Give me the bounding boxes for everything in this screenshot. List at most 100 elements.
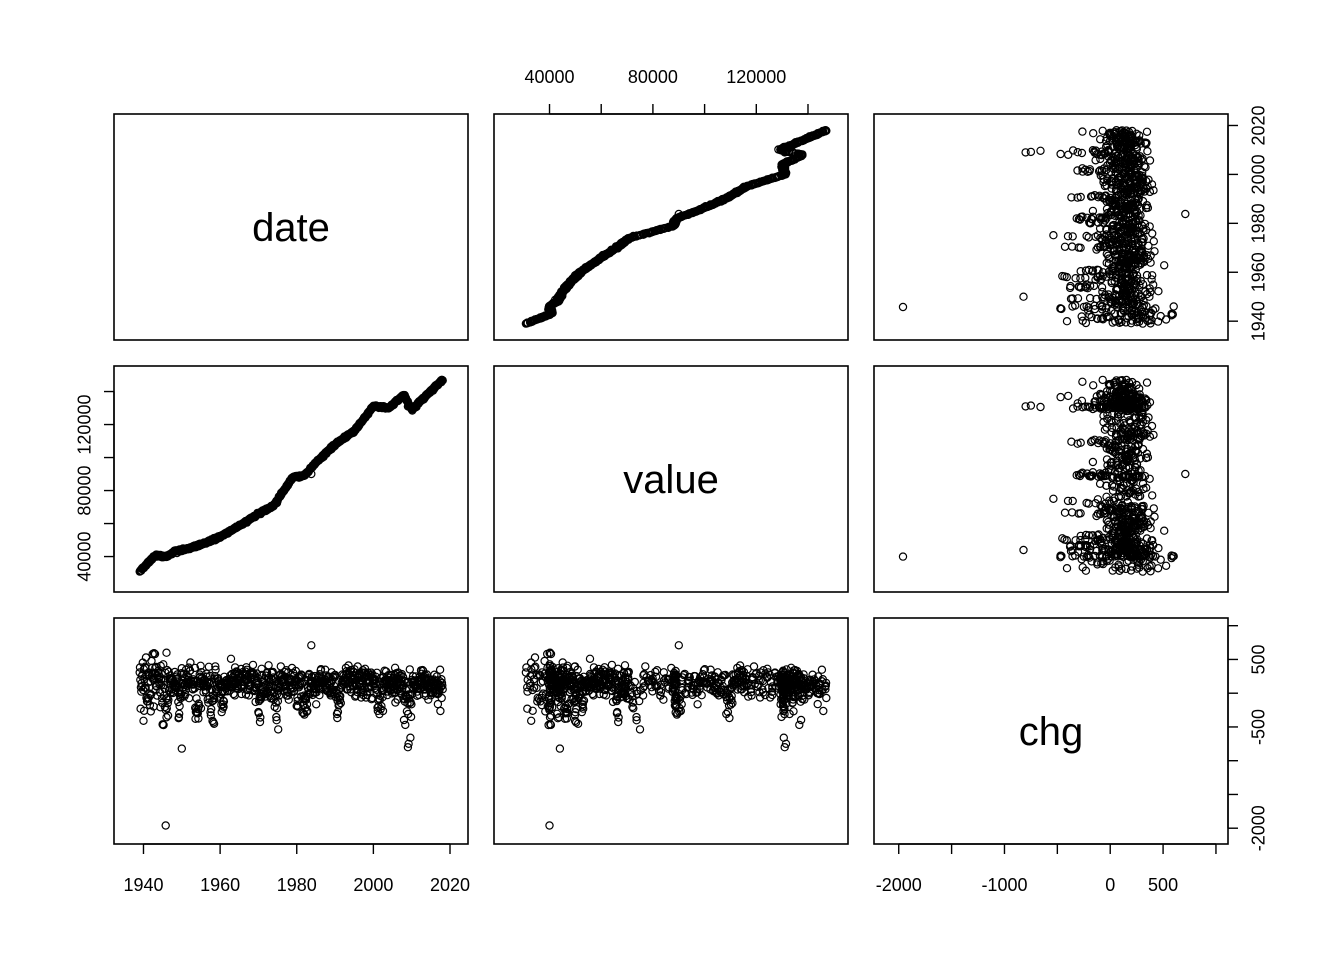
data-point: [1068, 146, 1078, 155]
data-point: [1063, 231, 1073, 241]
data-point: [1181, 209, 1190, 219]
data-point: [1073, 147, 1082, 157]
data-point: [1143, 146, 1152, 156]
data-point: [1073, 166, 1082, 175]
data-point: [1056, 149, 1065, 159]
data-point: [1084, 265, 1094, 275]
data-point: [1098, 375, 1107, 385]
data-point: [1074, 282, 1084, 291]
data-point: [1093, 314, 1102, 323]
data-point: [1088, 457, 1098, 467]
data-point: [898, 552, 908, 561]
data-point: [1026, 401, 1036, 410]
data-point: [530, 653, 540, 662]
data-point: [1082, 231, 1091, 241]
panel-chg-vs-value: [493, 617, 849, 845]
data-point: [1078, 212, 1087, 221]
data-point: [1088, 206, 1098, 216]
diagonal-label-chg: chg: [1019, 710, 1084, 754]
data-point: [674, 209, 684, 219]
panel-chg-vs-date: [113, 617, 469, 845]
data-point: [1156, 555, 1165, 564]
data-point: [1147, 421, 1157, 431]
data-point: [1088, 266, 1098, 275]
data-point: [435, 665, 445, 674]
data-point: [1142, 378, 1152, 387]
data-point: [1063, 496, 1073, 506]
data-point: [1067, 193, 1076, 202]
data-point: [1036, 146, 1045, 155]
data-point: [1049, 230, 1058, 240]
data-point: [1073, 294, 1083, 303]
diagonal-label-value: value: [623, 458, 719, 502]
data-point: [1078, 316, 1087, 325]
data-point: [1056, 304, 1065, 313]
data-point: [781, 147, 791, 157]
data-point: [1093, 265, 1102, 274]
data-point: [1102, 516, 1112, 525]
data-point: [161, 821, 170, 830]
data-point: [1067, 508, 1077, 517]
data-point: [1167, 309, 1176, 318]
data-point: [1098, 287, 1107, 297]
data-point: [1141, 163, 1150, 172]
data-point: [1102, 249, 1112, 259]
data-point: [898, 302, 908, 312]
data-point: [226, 654, 236, 664]
data-point: [1100, 425, 1110, 434]
data-point: [274, 725, 283, 734]
data-point: [1095, 191, 1104, 200]
data-point: [1056, 392, 1065, 402]
data-point: [1019, 292, 1028, 301]
data-point: [1071, 274, 1080, 283]
data-point: [1095, 166, 1105, 175]
data-point: [1097, 283, 1107, 292]
data-point: [264, 661, 273, 670]
data-point: [1147, 275, 1156, 284]
data-point: [1026, 147, 1036, 157]
data-point: [1036, 402, 1045, 412]
data-point: [162, 713, 171, 722]
data-point: [1088, 381, 1098, 390]
data-point: [1078, 377, 1087, 386]
data-point: [1149, 504, 1159, 513]
data-point: [1077, 312, 1086, 321]
data-point: [1073, 193, 1082, 202]
data-point: [1062, 317, 1072, 326]
data-point: [436, 706, 445, 716]
data-point: [1098, 126, 1107, 136]
data-point: [1072, 214, 1081, 223]
data-point: [1087, 214, 1096, 223]
data-point: [1156, 311, 1165, 321]
data-point: [1138, 196, 1148, 206]
data-point: [1147, 271, 1157, 280]
data-point: [1138, 238, 1147, 247]
data-point: [1150, 247, 1159, 256]
data-point: [139, 716, 148, 726]
data-point: [1101, 191, 1111, 200]
data-point: [1138, 444, 1148, 454]
data-point: [1078, 127, 1087, 136]
data-point: [1068, 404, 1078, 413]
data-point: [1159, 526, 1169, 535]
data-point: [1092, 294, 1101, 304]
data-point: [1066, 281, 1075, 291]
data-point: [1161, 561, 1171, 571]
data-point: [1076, 192, 1085, 202]
panel-date-vs-chg: [873, 113, 1229, 341]
data-point: [1151, 304, 1160, 313]
panel-value-vs-value: [493, 365, 849, 593]
data-point: [405, 665, 414, 674]
data-point: [1076, 267, 1085, 276]
diagonal-label-date: date: [252, 206, 330, 250]
data-point: [1019, 545, 1028, 555]
data-point: [1085, 281, 1095, 290]
data-point: [1149, 237, 1159, 246]
data-point: [312, 700, 321, 709]
data-point: [1095, 301, 1105, 310]
data-point: [1088, 212, 1098, 221]
data-point: [175, 701, 184, 711]
data-point: [1060, 242, 1070, 251]
data-point: [1070, 301, 1080, 310]
